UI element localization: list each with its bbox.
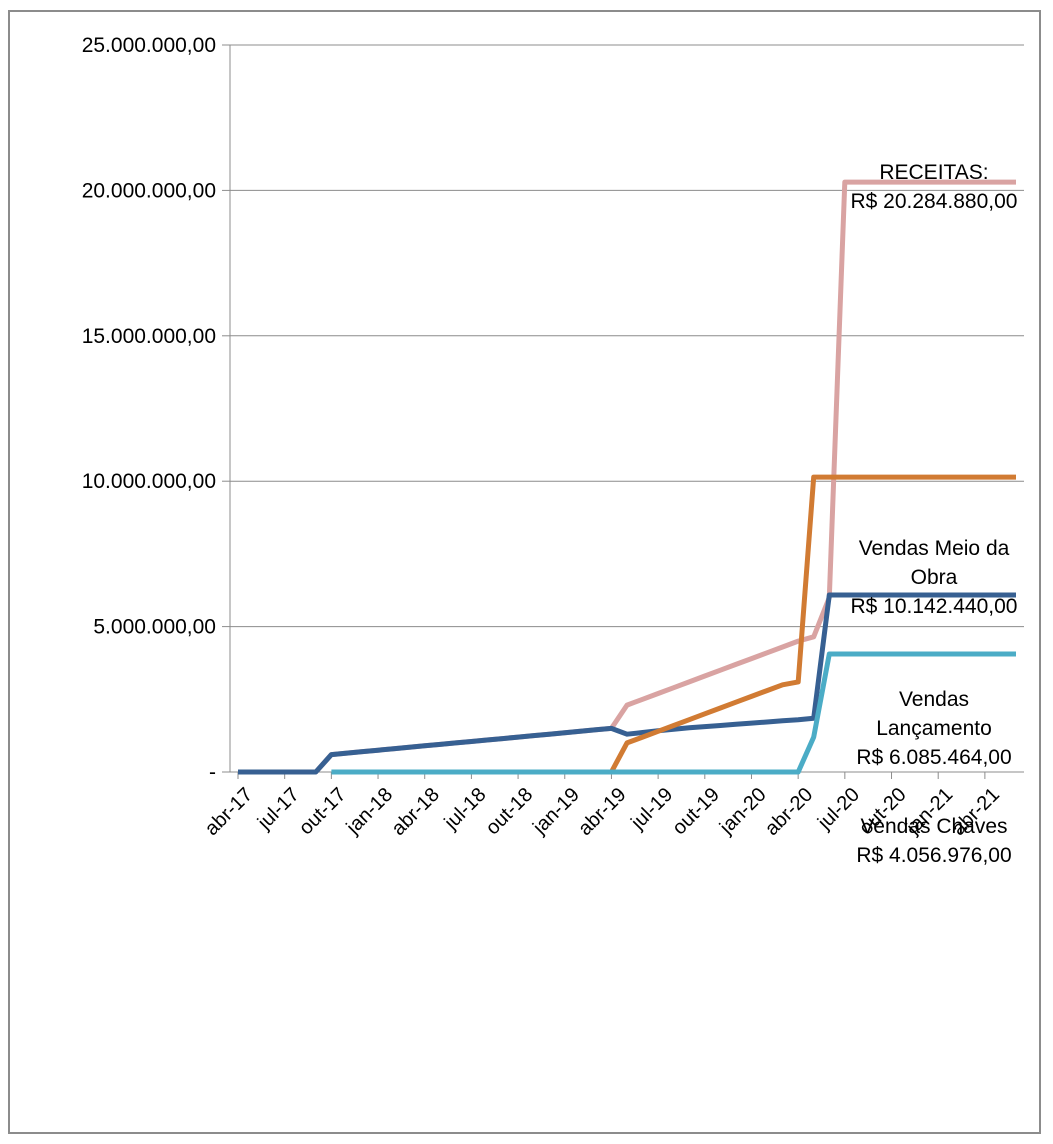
x-tick-label: out-18 [482,784,538,840]
axes [229,45,1024,773]
annotation-3-line-1: R$ 4.056.976,00 [856,844,1011,867]
y-tick-label: 10.000.000,00 [82,470,216,493]
line-chart: 25.000.000,00 20.000.000,00 15.000.000,00 1… [82,34,1024,867]
y-axis-tick-labels: 25.000.000,00 20.000.000,00 15.000.000,00 1… [82,34,216,784]
x-tick-label: jul-17 [253,784,304,835]
annotations: RECEITAS: R$ 20.284.880,00 Vendas Meio da O… [851,161,1018,867]
series-lines [238,179,1016,775]
annotation-1-line-0: Vendas Meio da [859,537,1010,560]
y-tick-label: 25.000.000,00 [82,34,216,57]
x-tick-label: out-17 [295,784,351,840]
annotation-0-line-1: R$ 20.284.880,00 [851,190,1018,213]
x-tick-label: abr-19 [574,784,630,840]
x-tick-label: abr-18 [387,784,443,840]
x-tick-label: jan-19 [528,784,584,840]
annotation-2-line-2: R$ 6.085.464,00 [856,746,1011,769]
x-tick-label: jul-20 [813,784,864,835]
y-tick-label: - [209,761,216,784]
grid-lines [222,44,1024,779]
x-tick-label: jan-18 [342,784,398,840]
annotation-2-line-1: Lançamento [876,717,992,740]
chart-frame: 25.000.000,00 20.000.000,00 15.000.000,00 1… [8,10,1041,1134]
x-tick-label: jan-20 [715,784,771,840]
annotation-0-line-0: RECEITAS: [879,161,988,184]
series-line-3 [331,651,1016,775]
x-tick-label: abr-20 [761,784,817,840]
y-tick-label: 5.000.000,00 [93,616,216,639]
series-line-2 [609,474,1016,774]
y-tick-label: 20.000.000,00 [82,179,216,202]
y-tick-label: 15.000.000,00 [82,325,216,348]
x-tick-label: jul-19 [626,784,677,835]
series-line-1 [238,592,1016,775]
x-tick-label: out-19 [668,784,724,840]
annotation-1-line-2: R$ 10.142.440,00 [851,595,1018,618]
x-tick-label: jul-18 [440,784,491,835]
annotation-3-line-0: Vendas Chaves [860,815,1007,838]
annotation-2-line-0: Vendas [899,688,969,711]
annotation-1-line-1: Obra [911,566,958,589]
x-tick-label: abr-17 [201,784,257,840]
